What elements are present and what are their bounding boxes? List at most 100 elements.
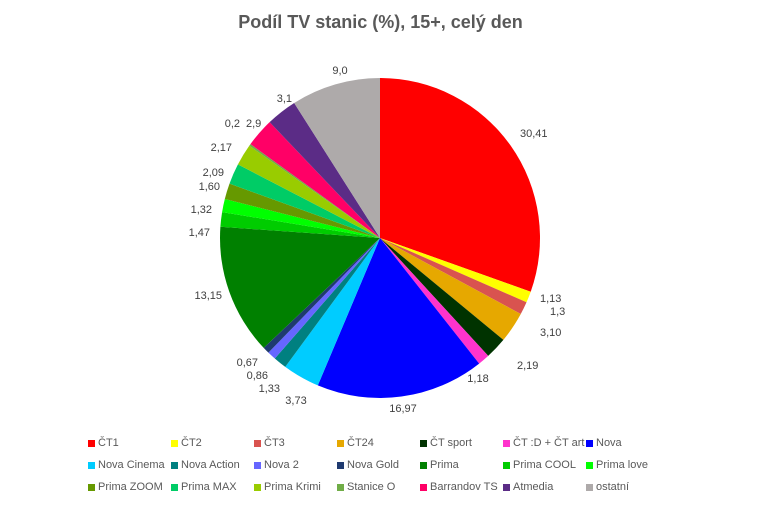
legend-swatch	[171, 439, 178, 447]
legend-swatch	[586, 461, 593, 469]
legend-swatch	[88, 439, 95, 447]
pie-slice-prima	[220, 226, 380, 348]
data-label: 3,10	[540, 327, 561, 339]
legend-swatch	[337, 461, 344, 469]
legend-label: ČT3	[264, 437, 285, 449]
pie-slice-prima-zoom	[224, 183, 380, 238]
legend-swatch	[254, 439, 261, 447]
pie-slice-prima-cool	[220, 212, 380, 238]
data-label: 1,47	[189, 227, 210, 239]
legend-label: Prima COOL	[513, 459, 576, 471]
legend-label: Prima ZOOM	[98, 481, 163, 493]
legend-label: ČT :D + ČT art	[513, 437, 585, 449]
legend-swatch	[337, 483, 344, 491]
legend-swatch	[171, 483, 178, 491]
data-label: 13,15	[194, 290, 222, 302]
legend-label: Stanice O	[347, 481, 396, 493]
legend-item: Prima Krimi	[254, 480, 321, 494]
legend-item: ČT sport	[420, 436, 472, 450]
legend-item: Nova Cinema	[88, 458, 165, 472]
data-label: 16,97	[389, 403, 417, 415]
legend-swatch	[503, 483, 510, 491]
legend-label: Prima Krimi	[264, 481, 321, 493]
pie-slice--t3	[380, 238, 527, 315]
data-label: 9,0	[332, 65, 347, 77]
legend-label: Atmedia	[513, 481, 554, 493]
legend-item: Prima COOL	[503, 458, 576, 472]
legend-swatch	[503, 461, 510, 469]
legend-item: ostatní	[586, 480, 629, 494]
legend-label: ČT sport	[430, 437, 472, 449]
legend-item: Atmedia	[503, 480, 553, 494]
data-label: 1,32	[191, 204, 212, 216]
pie-slice-atmedia	[269, 102, 380, 238]
legend-item: ČT3	[254, 436, 285, 450]
legend-swatch	[337, 439, 344, 447]
pie-slice-nova-gold	[263, 238, 380, 353]
legend-label: Barrandov TS	[430, 481, 498, 493]
legend-swatch	[420, 461, 427, 469]
legend-label: ČT1	[98, 437, 119, 449]
data-label: 2,9	[246, 118, 261, 130]
legend-swatch	[171, 461, 178, 469]
legend-swatch	[586, 483, 593, 491]
pie-slice-nova-action	[274, 238, 380, 367]
legend-label: Prima MAX	[181, 481, 237, 493]
data-label: 2,17	[211, 142, 232, 154]
data-label: 2,09	[203, 167, 224, 179]
legend-item: Prima MAX	[171, 480, 237, 494]
legend-item: Prima love	[586, 458, 648, 472]
legend-label: Nova	[596, 437, 622, 449]
legend-swatch	[420, 483, 427, 491]
pie-slice-nova	[317, 238, 480, 398]
legend-swatch	[254, 483, 261, 491]
data-label: 0,67	[237, 357, 258, 369]
data-label: 1,33	[259, 383, 280, 395]
legend-item: Stanice O	[337, 480, 395, 494]
legend-swatch	[88, 483, 95, 491]
legend-label: Nova Action	[181, 459, 240, 471]
legend-item: Nova	[586, 436, 622, 450]
data-label: 1,60	[199, 181, 220, 193]
legend-label: Prima	[430, 459, 459, 471]
legend-item: Nova Action	[171, 458, 240, 472]
legend-swatch	[503, 439, 510, 447]
legend-item: Prima	[420, 458, 459, 472]
pie-slice-nova-2	[268, 238, 380, 359]
pie-slice--t1	[380, 78, 540, 292]
legend-item: ČT1	[88, 436, 119, 450]
legend-label: ostatní	[596, 481, 630, 493]
data-label: 3,1	[277, 93, 292, 105]
legend-item: Nova 2	[254, 458, 299, 472]
legend-swatch	[586, 439, 593, 447]
data-label: 30,41	[520, 128, 548, 140]
data-label: 1,13	[540, 293, 561, 305]
legend-item: Barrandov TS	[420, 480, 498, 494]
legend-item: Prima ZOOM	[88, 480, 163, 494]
legend-swatch	[88, 461, 95, 469]
data-label: 0,2	[225, 118, 240, 130]
pie-slice-prima-krimi	[237, 145, 380, 238]
legend-item: ČT :D + ČT art	[503, 436, 584, 450]
legend-swatch	[254, 461, 261, 469]
pie-slice--t-d-t-art	[380, 238, 489, 364]
pie-slice-prima-max	[229, 164, 380, 238]
legend-label: Nova Gold	[347, 459, 399, 471]
data-label: 0,86	[247, 370, 268, 382]
legend-item: ČT2	[171, 436, 202, 450]
legend-label: ČT24	[347, 437, 374, 449]
data-label: 3,73	[285, 395, 306, 407]
legend-label: Nova Cinema	[98, 459, 165, 471]
legend-label: ČT2	[181, 437, 202, 449]
legend-item: ČT24	[337, 436, 374, 450]
pie-slice-barrandov-ts	[250, 122, 380, 238]
legend-item: Nova Gold	[337, 458, 399, 472]
pie-slice-stanice-o	[249, 144, 380, 238]
pie-slice-ostatn-	[294, 78, 380, 238]
pie-plot: 30,41 1,131,3 3,10 2,19 1,18 16,97 3,73 1,330,8…	[189, 65, 566, 415]
data-label: 2,19	[517, 360, 538, 372]
legend: ČT1 ČT2 ČT3 ČT24 ČT sport ČT :D + ČT art Nova N…	[0, 436, 761, 506]
legend-label: Nova 2	[264, 459, 299, 471]
pie-slice-prima-love	[222, 199, 380, 238]
